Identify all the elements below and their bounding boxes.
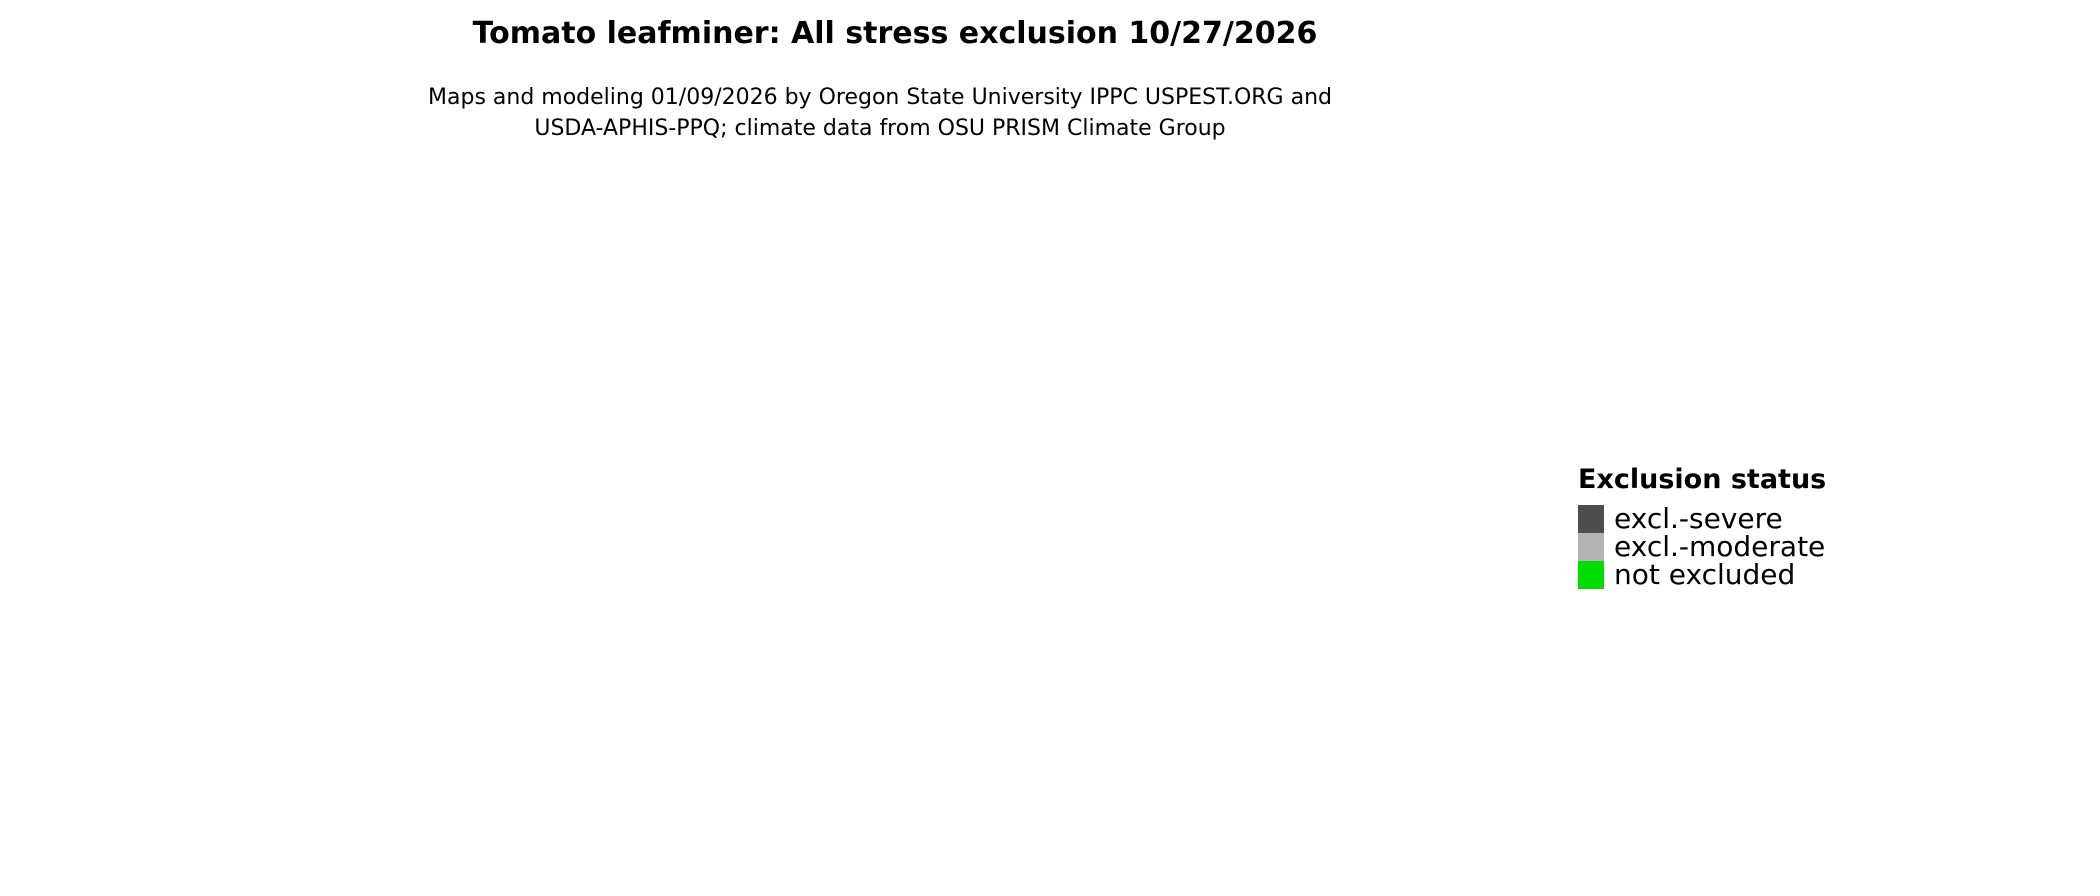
subtitle-line-1: Maps and modeling 01/09/2026 by Oregon S… bbox=[428, 85, 1332, 110]
legend-title: Exclusion status bbox=[1578, 464, 1827, 495]
legend-swatch-severe bbox=[1578, 505, 1604, 533]
legend: Exclusion status excl.-severe excl.-mode… bbox=[1578, 464, 1826, 589]
page-subtitle: Maps and modeling 01/09/2026 by Oregon S… bbox=[0, 82, 1760, 144]
legend-label-moderate: excl.-moderate bbox=[1614, 530, 1826, 563]
legend-item-severe: excl.-severe bbox=[1578, 505, 1826, 533]
legend-label-severe: excl.-severe bbox=[1614, 502, 1783, 535]
legend-swatch-not-excluded bbox=[1578, 561, 1604, 589]
legend-item-not-excluded: not excluded bbox=[1578, 561, 1826, 589]
subtitle-line-2: USDA-APHIS-PPQ; climate data from OSU PR… bbox=[534, 116, 1226, 141]
legend-swatch-moderate bbox=[1578, 533, 1604, 561]
legend-label-not-excluded: not excluded bbox=[1614, 558, 1796, 591]
legend-item-moderate: excl.-moderate bbox=[1578, 533, 1826, 561]
us-map bbox=[240, 170, 1560, 892]
us-map-svg bbox=[240, 170, 1560, 892]
page-title: Tomato leafminer: All stress exclusion 1… bbox=[472, 16, 1318, 51]
